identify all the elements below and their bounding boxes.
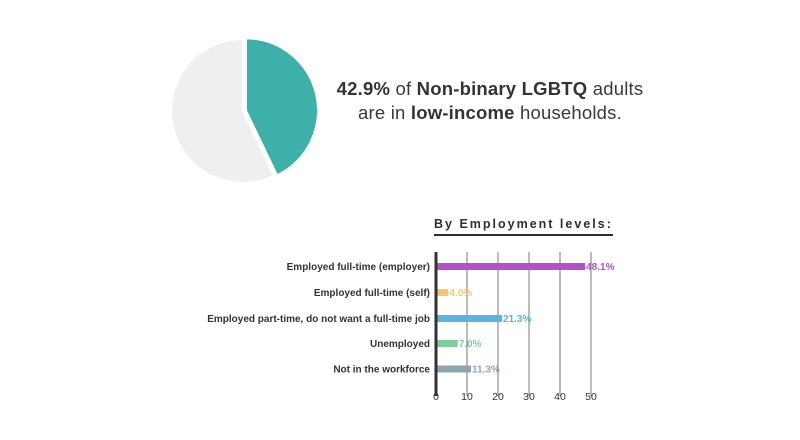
headline-group: Non-binary LGBTQ [416, 78, 588, 99]
headline-text-1: of [390, 78, 417, 99]
value-label: 21.3% [503, 314, 531, 325]
x-tick-label-30: 30 [523, 391, 535, 403]
category-label: Employed part-time, do not want a full-t… [207, 314, 430, 325]
value-label: 7.0% [459, 339, 482, 350]
headline-text-3: are in [358, 102, 411, 123]
value-label: 11.3% [472, 365, 500, 376]
category-label: Employed full-time (employer) [287, 262, 430, 273]
category-label: Employed full-time (self) [314, 288, 430, 299]
headline-text-4: households. [514, 102, 622, 123]
headline-line-1: 42.9% of Non-binary LGBTQ adults [330, 77, 650, 101]
category-label: Not in the workforce [333, 365, 430, 376]
pie-chart [170, 37, 319, 184]
bar [437, 289, 449, 296]
x-tick-label-10: 10 [461, 391, 473, 403]
bar [437, 315, 503, 322]
bar [437, 263, 586, 270]
headline-income: low-income [410, 102, 515, 123]
pie-slice-1 [170, 37, 276, 184]
headline-percent: 42.9% [336, 78, 391, 99]
value-label: 4.0% [449, 288, 472, 299]
bar [437, 340, 458, 347]
x-tick-label-20: 20 [492, 391, 504, 403]
x-tick-label-50: 50 [585, 391, 597, 403]
pie-slice-0 [244, 37, 319, 177]
bar-chart-title: By Employment levels: [434, 217, 613, 236]
headline-text-2: adults [587, 78, 644, 99]
value-label: 48.1% [586, 262, 614, 273]
category-label: Unemployed [370, 339, 430, 350]
x-tick-label-40: 40 [554, 391, 566, 403]
headline: 42.9% of Non-binary LGBTQ adults are in … [330, 77, 650, 125]
headline-line-2: are in low-income households. [330, 101, 650, 125]
x-tick-label-0: 0 [433, 391, 439, 403]
bar [437, 365, 472, 373]
